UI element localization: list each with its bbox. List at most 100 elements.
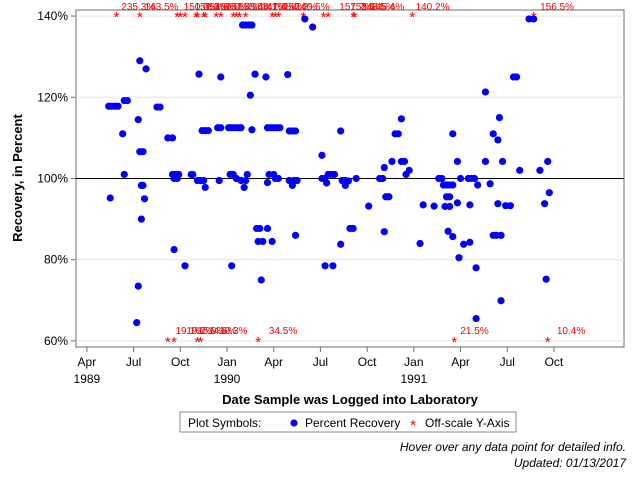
data-point[interactable] <box>309 23 317 31</box>
data-point[interactable] <box>201 183 209 192</box>
data-point[interactable] <box>380 163 388 172</box>
data-point[interactable] <box>228 262 236 270</box>
data-point[interactable] <box>489 130 497 138</box>
off-scale-series[interactable]: ********************************235.3%14… <box>114 2 586 351</box>
data-point[interactable] <box>495 113 504 122</box>
data-point[interactable] <box>123 96 131 105</box>
off-scale-marker-high[interactable]: * <box>350 9 356 26</box>
data-point[interactable] <box>262 73 270 81</box>
data-point[interactable] <box>438 174 446 183</box>
data-point[interactable] <box>256 224 264 233</box>
data-point[interactable] <box>321 262 329 270</box>
off-scale-marker-high[interactable]: * <box>202 9 208 26</box>
data-point[interactable] <box>365 202 373 210</box>
data-point[interactable] <box>168 134 177 142</box>
data-point[interactable] <box>455 254 463 262</box>
data-point[interactable] <box>134 116 142 124</box>
off-scale-marker-high[interactable]: * <box>269 9 275 26</box>
data-point[interactable] <box>189 170 197 179</box>
data-point[interactable] <box>284 70 292 79</box>
data-point[interactable] <box>276 124 284 132</box>
data-point[interactable] <box>536 166 544 174</box>
off-scale-marker-high[interactable]: * <box>230 9 236 26</box>
off-scale-marker-high[interactable]: * <box>195 9 201 26</box>
data-point[interactable] <box>137 215 145 223</box>
data-point[interactable] <box>486 180 494 188</box>
data-point[interactable] <box>291 231 300 239</box>
data-point[interactable] <box>242 176 250 185</box>
off-scale-marker-low[interactable]: * <box>255 334 261 351</box>
off-scale-marker-high[interactable]: * <box>174 9 180 26</box>
data-point[interactable] <box>388 157 396 166</box>
off-scale-marker-high[interactable]: * <box>193 9 199 26</box>
data-point[interactable] <box>248 126 256 134</box>
data-point[interactable] <box>248 21 256 29</box>
data-point[interactable] <box>251 70 259 78</box>
data-point[interactable] <box>453 157 462 166</box>
data-point[interactable] <box>506 202 514 210</box>
off-scale-marker-high[interactable]: * <box>272 9 278 26</box>
data-point[interactable] <box>385 193 393 201</box>
off-scale-marker-high[interactable]: * <box>243 9 249 26</box>
data-point[interactable] <box>181 262 189 270</box>
data-point[interactable] <box>114 102 122 110</box>
data-point[interactable] <box>542 275 550 283</box>
data-point[interactable] <box>265 170 273 179</box>
off-scale-marker-high[interactable]: * <box>213 9 219 26</box>
off-scale-marker-high[interactable]: * <box>137 9 143 26</box>
off-scale-marker-high[interactable]: * <box>233 9 239 26</box>
data-point[interactable] <box>246 91 254 99</box>
off-scale-marker-low[interactable]: * <box>545 334 551 351</box>
data-point[interactable] <box>240 183 248 192</box>
data-point[interactable] <box>516 166 524 174</box>
data-point[interactable] <box>545 189 553 197</box>
off-scale-marker-low[interactable]: * <box>198 334 204 351</box>
data-point[interactable] <box>444 227 452 235</box>
data-point[interactable] <box>481 157 490 166</box>
off-scale-marker-high[interactable]: * <box>182 9 188 26</box>
data-point[interactable] <box>156 103 164 111</box>
data-point[interactable] <box>530 15 538 23</box>
data-point[interactable] <box>274 174 282 183</box>
data-point[interactable] <box>497 231 505 239</box>
data-point[interactable] <box>481 88 490 96</box>
data-point[interactable] <box>301 15 309 23</box>
data-point[interactable] <box>106 194 114 202</box>
data-point[interactable] <box>140 195 149 203</box>
data-point[interactable] <box>380 228 388 236</box>
off-scale-marker-low[interactable]: * <box>195 334 201 351</box>
data-point[interactable] <box>494 200 502 208</box>
off-scale-marker-high[interactable]: * <box>321 9 327 26</box>
data-point[interactable] <box>419 201 427 209</box>
data-point[interactable] <box>460 240 468 248</box>
percent-recovery-series[interactable] <box>105 15 553 327</box>
data-point[interactable] <box>139 181 147 190</box>
data-point[interactable] <box>330 170 339 179</box>
data-point[interactable] <box>173 174 181 183</box>
data-point[interactable] <box>318 151 326 159</box>
off-scale-marker-high[interactable]: * <box>409 9 415 26</box>
off-scale-marker-high[interactable]: * <box>237 9 243 26</box>
off-scale-marker-high[interactable]: * <box>325 9 331 26</box>
data-point[interactable] <box>263 224 272 233</box>
data-point[interactable] <box>541 200 549 208</box>
data-point[interactable] <box>170 245 178 254</box>
data-point[interactable] <box>430 202 438 210</box>
data-point[interactable] <box>259 237 267 246</box>
off-scale-marker-low[interactable]: * <box>165 334 171 351</box>
data-point[interactable] <box>470 174 479 183</box>
data-point[interactable] <box>474 181 482 189</box>
off-scale-marker-high[interactable]: * <box>218 9 224 26</box>
data-point[interactable] <box>446 193 454 201</box>
data-point[interactable] <box>257 276 265 284</box>
data-point[interactable] <box>446 202 454 211</box>
off-scale-marker-high[interactable]: * <box>177 9 183 26</box>
off-scale-marker-low[interactable]: * <box>171 334 177 351</box>
data-point[interactable] <box>498 157 507 166</box>
off-scale-marker-low[interactable]: * <box>451 334 457 351</box>
data-point[interactable] <box>349 224 357 233</box>
off-scale-marker-high[interactable]: * <box>352 9 358 26</box>
data-point[interactable] <box>449 232 457 241</box>
data-point[interactable] <box>134 282 142 290</box>
data-point[interactable] <box>344 177 353 185</box>
